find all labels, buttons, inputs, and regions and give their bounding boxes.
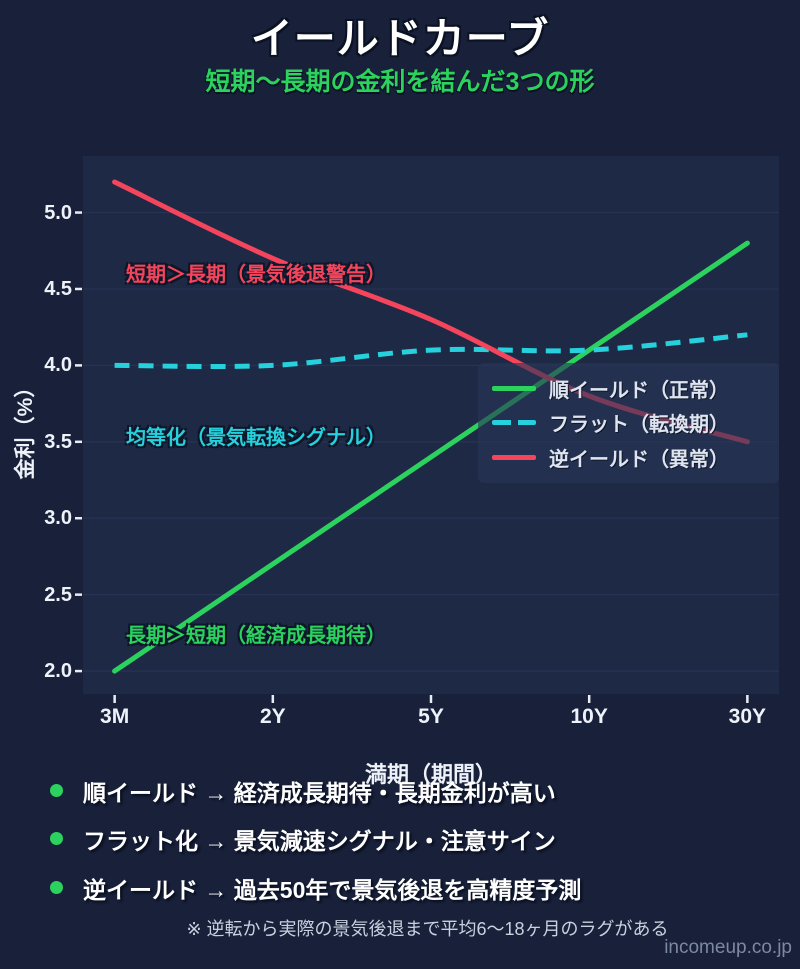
series-line-1 xyxy=(114,332,748,370)
series-line-0 xyxy=(112,240,750,674)
